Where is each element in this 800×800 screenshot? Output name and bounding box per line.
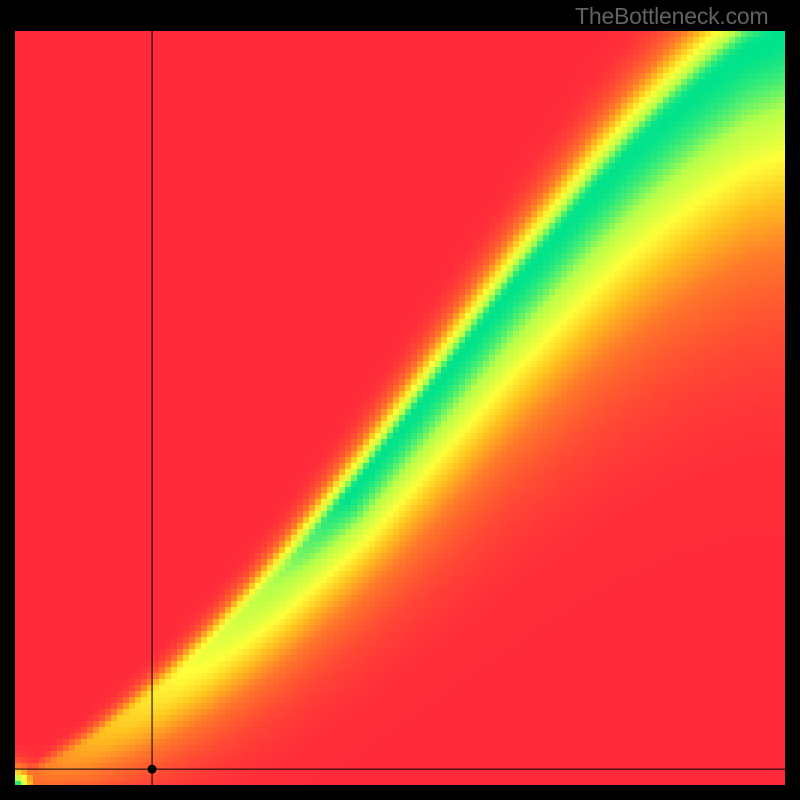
watermark-text: TheBottleneck.com <box>575 3 768 30</box>
chart-container: TheBottleneck.com <box>0 0 800 800</box>
bottleneck-heatmap <box>0 0 800 800</box>
